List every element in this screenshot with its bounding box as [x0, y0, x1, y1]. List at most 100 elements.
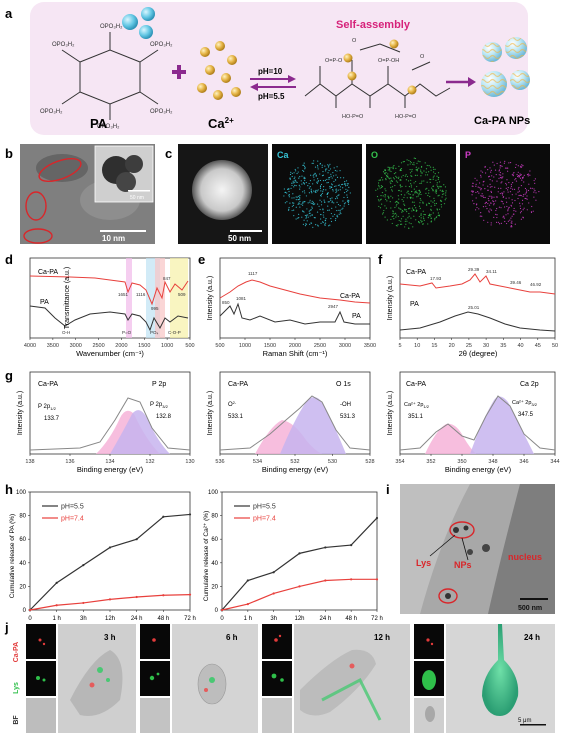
data-point: [375, 578, 379, 581]
eds-signal-dot: [491, 180, 493, 182]
eds-signal-dot: [517, 197, 519, 200]
peak-label: C-O-P: [168, 330, 181, 335]
eds-signal-dot: [397, 177, 399, 180]
tick-label: 532: [290, 459, 299, 465]
eds-signal-dot: [320, 222, 322, 224]
eds-signal-dot: [391, 190, 394, 192]
eds-signal-dot: [337, 194, 339, 197]
eds-signal-dot: [339, 211, 341, 213]
eds-signal-dot: [445, 197, 447, 199]
eds-signal-dot: [413, 204, 416, 207]
eds-signal-dot: [519, 205, 521, 207]
eds-signal-dot: [500, 165, 502, 167]
xps-element-label: O 1s: [336, 381, 351, 388]
eds-signal-dot: [299, 186, 301, 188]
eds-signal-dot: [534, 182, 536, 184]
eds-signal-dot: [416, 162, 418, 164]
eds-signal-dot: [319, 194, 322, 197]
eds-signal-dot: [436, 208, 438, 210]
eds-signal-dot: [388, 178, 391, 180]
eds-signal-dot: [475, 191, 477, 194]
eds-signal-dot: [425, 188, 427, 190]
eds-signal-dot: [302, 169, 304, 172]
eds-signal-dot: [345, 180, 348, 182]
eds-signal-dot: [508, 181, 510, 184]
channel-lys: [140, 661, 170, 696]
peak-label: 17.93: [430, 276, 442, 281]
eds-signal-dot: [485, 205, 487, 207]
eds-signal-dot: [482, 205, 485, 208]
eds-signal-dot: [432, 188, 434, 190]
eds-signal-dot: [479, 187, 481, 189]
eds-signal-dot: [309, 215, 311, 217]
y-tick-label: 80: [19, 514, 26, 520]
data-point: [298, 585, 301, 588]
peak-label: PO₄: [150, 330, 159, 335]
tick-label: 2000: [115, 343, 127, 349]
eds-signal-dot: [400, 208, 402, 210]
eds-signal-dot: [315, 175, 317, 177]
eds-signal-dot: [504, 167, 507, 169]
eds-signal-dot: [499, 171, 501, 174]
eds-signal-dot: [416, 174, 418, 176]
eds-signal-dot: [330, 199, 332, 201]
eds-signal-dot: [343, 196, 345, 199]
eds-signal-dot: [335, 174, 337, 176]
eds-signal-dot: [418, 189, 420, 192]
eds-signal-dot: [404, 194, 406, 196]
eds-signal-dot: [289, 173, 292, 176]
ca-ion: [343, 53, 353, 63]
lattice-highlight: [25, 191, 47, 221]
eds-signal-dot: [501, 165, 503, 167]
eds-signal-dot: [312, 190, 315, 192]
eds-signal-dot: [387, 173, 389, 175]
xps-sample-label: Ca-PA: [38, 381, 58, 388]
eds-signal-dot: [503, 206, 506, 208]
eds-signal-dot: [313, 176, 315, 178]
svg-text:O=P-O: O=P-O: [325, 58, 343, 64]
eds-signal-dot: [478, 208, 480, 210]
eds-signal-dot: [299, 206, 301, 208]
eds-signal-dot: [432, 178, 434, 180]
eds-signal-dot: [400, 190, 402, 192]
plot-frame: [29, 257, 191, 339]
eds-signal-dot: [481, 193, 483, 195]
eds-signal-dot: [336, 170, 338, 172]
xps-element-label: Ca 2p: [520, 381, 539, 388]
tick-label: 534: [253, 459, 262, 465]
panel-e: e 1117 850 1081 2947 Ca-PA PA 500 1000 150…: [198, 252, 376, 358]
eds-signal-dot: [317, 189, 319, 191]
eds-signal-dot: [379, 207, 382, 209]
eds-signal-dot: [503, 217, 506, 219]
eds-signal-dot: [377, 182, 380, 184]
eds-signal-dot: [327, 166, 330, 168]
eds-signal-dot: [384, 169, 386, 171]
peak-value: 533.1: [228, 414, 244, 420]
eds-signal-dot: [507, 220, 509, 222]
eds-signal-dot: [432, 212, 434, 214]
eds-signal-dot: [320, 213, 322, 216]
eds-signal-dot: [296, 196, 298, 198]
peak-value: 133.7: [44, 416, 60, 422]
tick-label: 136: [65, 459, 74, 465]
eds-signal-dot: [326, 182, 328, 184]
eds-signal-dot: [396, 225, 398, 227]
eds-signal-dot: [521, 203, 524, 205]
eds-signal-dot: [514, 166, 517, 169]
eds-signal-dot: [398, 189, 400, 192]
eds-signal-dot: [489, 183, 491, 185]
eds-signal-dot: [288, 196, 290, 198]
eds-signal-dot: [413, 162, 415, 164]
eds-signal-dot: [384, 172, 386, 174]
channel-bf: [262, 698, 292, 733]
data-point: [298, 552, 301, 555]
eds-signal-dot: [332, 172, 334, 174]
y-axis-label: Cumulative release of PA (%): [9, 514, 16, 598]
eds-signal-dot: [417, 195, 419, 197]
eds-signal-dot: [502, 203, 504, 205]
eds-signal-dot: [510, 183, 512, 185]
eds-signal-dot: [343, 183, 346, 185]
eds-signal-dot: [428, 192, 430, 194]
eds-signal-dot: [416, 192, 419, 194]
release-chart-ca: 0 20 40 60 80 100 0 1 h 3h 12h 24 h 48 h 72 h pH=5.5 p…: [208, 490, 383, 622]
